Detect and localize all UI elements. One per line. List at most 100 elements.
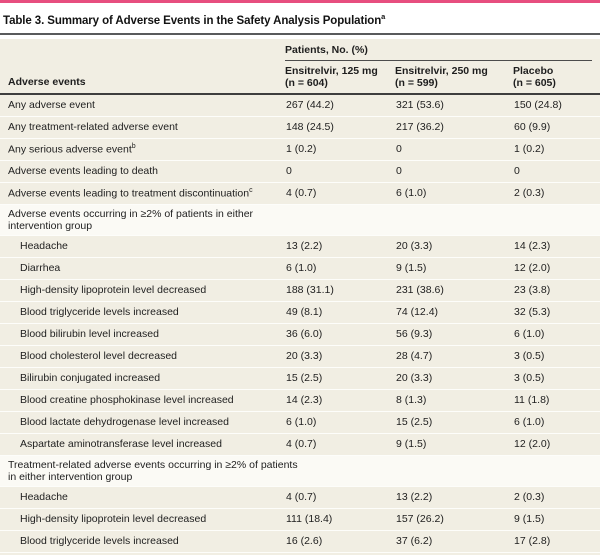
- event-label: Headache: [0, 235, 285, 258]
- table-row: Any adverse event 267 (44.2) 321 (53.6) 150…: [0, 94, 600, 117]
- value-cell: 74 (12.4): [395, 301, 513, 324]
- value-cell: 8 (1.3): [395, 389, 513, 412]
- column-header-placebo: Placebo (n = 605): [513, 60, 600, 95]
- column-header-drug-name: Placebo: [513, 64, 554, 77]
- title-footnote-marker: a: [381, 12, 386, 21]
- value-cell: 4 (0.7): [285, 433, 395, 456]
- event-label: Aspartate aminotransferase level increas…: [0, 433, 285, 456]
- value-cell: 17 (2.8): [513, 530, 600, 553]
- value-cell: 157 (26.2): [395, 508, 513, 531]
- value-cell: 0: [285, 160, 395, 183]
- table-row: Any treatment-related adverse event 148 (…: [0, 116, 600, 139]
- value-cell: 12 (2.0): [513, 433, 600, 456]
- value-cell: 11 (1.8): [513, 389, 600, 412]
- value-cell: 0: [513, 160, 600, 183]
- value-cell: 148 (24.5): [285, 116, 395, 139]
- table-row: Adverse events leading to death 0 0 0: [0, 160, 600, 183]
- column-header-ensitrelvir-125: Ensitrelvir, 125 mg (n = 604): [285, 60, 395, 95]
- table-row: Headache 4 (0.7) 13 (2.2) 2 (0.3): [0, 486, 600, 509]
- group-header-row: Adverse events Patients, No. (%): [0, 38, 600, 95]
- value-cell: 9 (1.5): [395, 257, 513, 280]
- value-cell: 28 (4.7): [395, 345, 513, 368]
- value-cell: 15 (2.5): [285, 367, 395, 390]
- value-cell: 267 (44.2): [285, 94, 395, 117]
- event-label: Any serious adverse eventb: [0, 138, 285, 161]
- column-header-n: (n = 604): [285, 77, 328, 90]
- group-header-label: Patients, No. (%): [285, 44, 592, 61]
- value-cell: 14 (2.3): [285, 389, 395, 412]
- value-cell: 60 (9.9): [513, 116, 600, 139]
- table-row: Aspartate aminotransferase level increas…: [0, 433, 600, 456]
- value-cell: 16 (2.6): [285, 530, 395, 553]
- event-label: Adverse events leading to death: [0, 160, 285, 183]
- section-header-label: Treatment-related adverse events occurri…: [0, 455, 600, 487]
- column-header-row: Ensitrelvir, 125 mg (n = 604) Ensitrelvi…: [0, 60, 600, 95]
- event-label: Blood cholesterol level decreased: [0, 345, 285, 368]
- value-cell: 321 (53.6): [395, 94, 513, 117]
- event-label: Blood bilirubin level increased: [0, 552, 285, 555]
- table-row: Any serious adverse eventb 1 (0.2) 0 1 (0.2…: [0, 138, 600, 161]
- event-label: High-density lipoprotein level decreased: [0, 508, 285, 531]
- table-row: Blood creatine phosphokinase level incre…: [0, 389, 600, 412]
- column-header-ensitrelvir-250: Ensitrelvir, 250 mg (n = 599): [395, 60, 513, 95]
- table-body: Any adverse event 267 (44.2) 321 (53.6) 150…: [0, 94, 600, 555]
- value-cell: 56 (9.3): [395, 323, 513, 346]
- value-cell: 12 (2.0): [513, 257, 600, 280]
- value-cell: 35 (5.8): [395, 552, 513, 555]
- value-cell: 188 (31.1): [285, 279, 395, 302]
- value-cell: 1 (0.2): [285, 138, 395, 161]
- value-cell: 6 (1.0): [395, 182, 513, 205]
- table-header: Adverse events Patients, No. (%) Ensitre…: [0, 38, 600, 95]
- section-header-label: Adverse events occurring in ≥2% of patie…: [0, 204, 600, 236]
- table-row: Blood triglyceride levels increased 49 (8…: [0, 301, 600, 324]
- event-label: Bilirubin conjugated increased: [0, 367, 285, 390]
- table-title-text: Table 3. Summary of Adverse Events in th…: [3, 14, 382, 27]
- value-cell: 2 (0.3): [513, 486, 600, 509]
- adverse-events-table: Adverse events Patients, No. (%) Ensitre…: [0, 38, 600, 555]
- table-row: Blood bilirubin level increased17 (2.8)3…: [0, 552, 600, 555]
- value-cell: 49 (8.1): [285, 301, 395, 324]
- column-header-n: (n = 605): [513, 77, 556, 90]
- value-cell: 15 (2.5): [395, 411, 513, 434]
- value-cell: 6 (1.0): [513, 323, 600, 346]
- event-label: Blood triglyceride levels increased: [0, 530, 285, 553]
- value-cell: 36 (6.0): [285, 323, 395, 346]
- event-label: Blood creatine phosphokinase level incre…: [0, 389, 285, 412]
- value-cell: 2 (0.3): [513, 182, 600, 205]
- value-cell: 14 (2.3): [513, 235, 600, 258]
- value-cell: 9 (1.5): [513, 508, 600, 531]
- value-cell: 17 (2.8): [285, 552, 395, 555]
- table-row: Bilirubin conjugated increased 15 (2.5) 20…: [0, 367, 600, 390]
- value-cell: 3 (0.5): [513, 367, 600, 390]
- section-header-row: Treatment-related adverse events occurri…: [0, 455, 600, 487]
- table-row: Blood bilirubin level increased 36 (6.0) 5…: [0, 323, 600, 346]
- value-cell: 3 (0.5): [513, 552, 600, 555]
- table-row: High-density lipoprotein level decreased…: [0, 279, 600, 302]
- event-label: Any treatment-related adverse event: [0, 116, 285, 139]
- value-cell: 231 (38.6): [395, 279, 513, 302]
- table-row: Diarrhea 6 (1.0) 9 (1.5) 12 (2.0): [0, 257, 600, 280]
- footnote-marker: b: [131, 143, 136, 151]
- table-row: Adverse events leading to treatment disc…: [0, 182, 600, 205]
- value-cell: 6 (1.0): [285, 411, 395, 434]
- value-cell: 4 (0.7): [285, 182, 395, 205]
- accent-bar: [0, 0, 600, 3]
- table-row: Headache 13 (2.2) 20 (3.3) 14 (2.3): [0, 235, 600, 258]
- value-cell: 32 (5.3): [513, 301, 600, 324]
- footnote-marker: c: [249, 187, 253, 195]
- event-label: Blood bilirubin level increased: [0, 323, 285, 346]
- event-label: Headache: [0, 486, 285, 509]
- value-cell: 20 (3.3): [285, 345, 395, 368]
- event-label: Adverse events leading to treatment disc…: [0, 182, 285, 205]
- value-cell: 4 (0.7): [285, 486, 395, 509]
- value-cell: 23 (3.8): [513, 279, 600, 302]
- value-cell: 1 (0.2): [513, 138, 600, 161]
- table-row: Blood triglyceride levels increased 16 (2…: [0, 530, 600, 553]
- event-label: High-density lipoprotein level decreased: [0, 279, 285, 302]
- event-label: Diarrhea: [0, 257, 285, 280]
- title-divider: [0, 32, 600, 35]
- value-cell: 37 (6.2): [395, 530, 513, 553]
- value-cell: 0: [395, 160, 513, 183]
- value-cell: 20 (3.3): [395, 235, 513, 258]
